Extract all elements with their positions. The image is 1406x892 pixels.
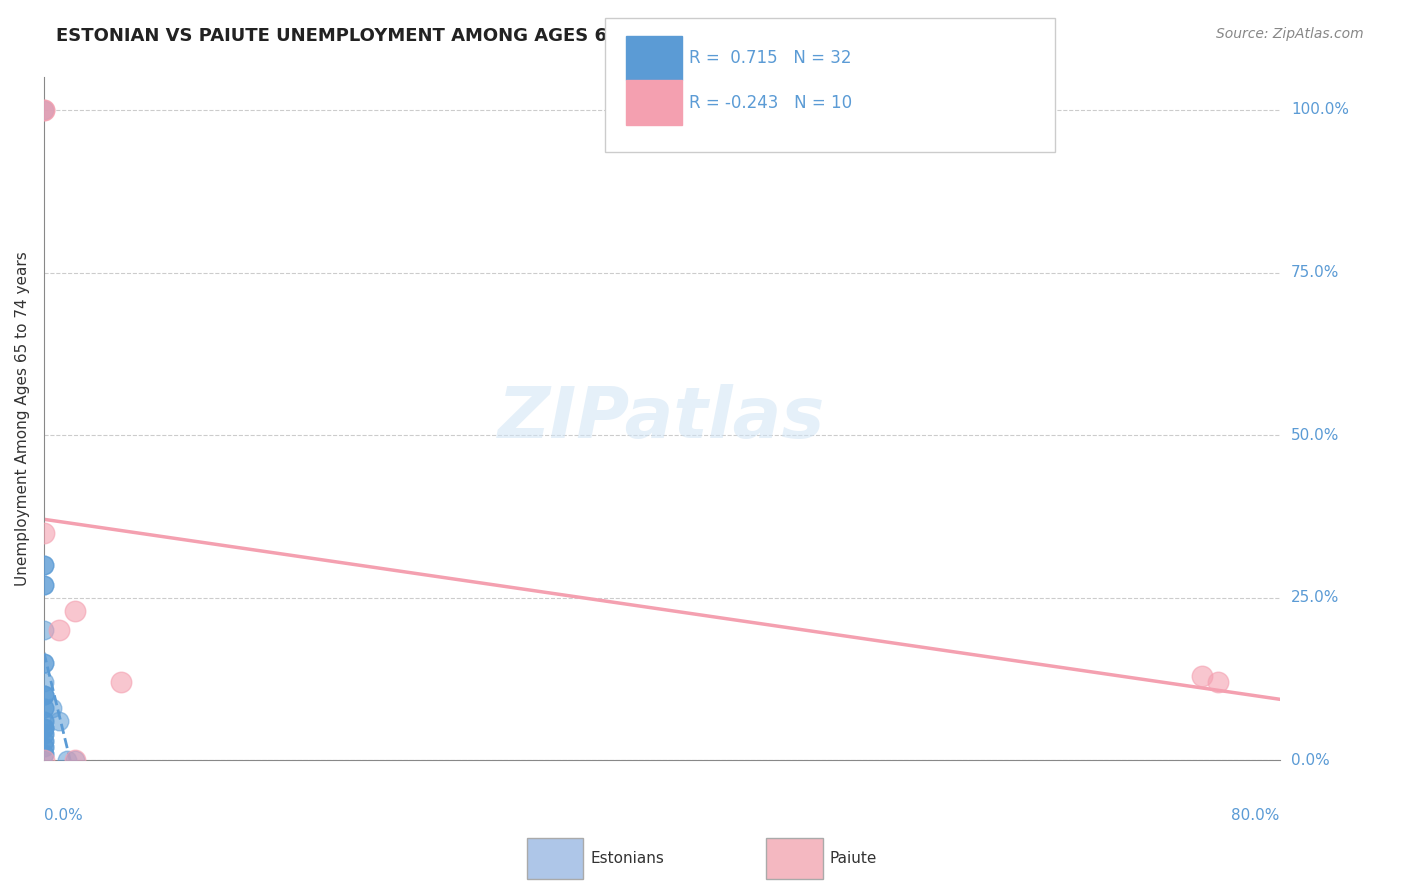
Point xyxy=(32,578,55,592)
Point xyxy=(32,656,55,670)
Point xyxy=(48,714,70,729)
Point xyxy=(32,727,55,741)
Point xyxy=(32,721,55,735)
Text: 80.0%: 80.0% xyxy=(1232,808,1279,823)
Point xyxy=(32,525,55,540)
Point xyxy=(32,714,55,729)
Text: 75.0%: 75.0% xyxy=(1291,265,1339,280)
Point xyxy=(32,721,55,735)
Text: Estonians: Estonians xyxy=(591,852,665,866)
Text: ZIPatlas: ZIPatlas xyxy=(498,384,825,453)
Point xyxy=(56,753,79,767)
Text: 25.0%: 25.0% xyxy=(1291,591,1339,606)
Point xyxy=(32,578,55,592)
Point xyxy=(48,624,70,638)
Point xyxy=(32,656,55,670)
Text: R = -0.243   N = 10: R = -0.243 N = 10 xyxy=(689,94,852,112)
Point xyxy=(32,675,55,690)
Text: 0.0%: 0.0% xyxy=(44,808,83,823)
Point xyxy=(32,747,55,761)
Y-axis label: Unemployment Among Ages 65 to 74 years: Unemployment Among Ages 65 to 74 years xyxy=(15,252,30,586)
Point xyxy=(32,714,55,729)
Point xyxy=(32,701,55,715)
Point xyxy=(32,734,55,748)
Text: 0.0%: 0.0% xyxy=(1291,753,1330,768)
Point xyxy=(1206,675,1229,690)
Point xyxy=(63,753,86,767)
Point xyxy=(32,558,55,573)
Point xyxy=(32,721,55,735)
Point xyxy=(32,689,55,703)
Point xyxy=(32,103,55,117)
Text: Source: ZipAtlas.com: Source: ZipAtlas.com xyxy=(1216,27,1364,41)
Point xyxy=(41,701,63,715)
Point xyxy=(32,624,55,638)
Point xyxy=(32,753,55,767)
Text: Paiute: Paiute xyxy=(830,852,877,866)
Text: 50.0%: 50.0% xyxy=(1291,427,1339,442)
Point xyxy=(32,734,55,748)
Point xyxy=(32,103,55,117)
Point xyxy=(32,701,55,715)
Point xyxy=(32,740,55,755)
Point xyxy=(63,604,86,618)
Point xyxy=(32,558,55,573)
Point xyxy=(32,740,55,755)
Point xyxy=(32,689,55,703)
Point xyxy=(110,675,132,690)
Point xyxy=(32,103,55,117)
Text: ESTONIAN VS PAIUTE UNEMPLOYMENT AMONG AGES 65 TO 74 YEARS CORRELATION CHART: ESTONIAN VS PAIUTE UNEMPLOYMENT AMONG AG… xyxy=(56,27,979,45)
Point xyxy=(63,753,86,767)
Text: 100.0%: 100.0% xyxy=(1291,103,1348,118)
Point xyxy=(32,689,55,703)
Point xyxy=(32,747,55,761)
Text: R =  0.715   N = 32: R = 0.715 N = 32 xyxy=(689,49,852,67)
Point xyxy=(32,727,55,741)
Point xyxy=(1191,669,1213,683)
Point xyxy=(32,103,55,117)
